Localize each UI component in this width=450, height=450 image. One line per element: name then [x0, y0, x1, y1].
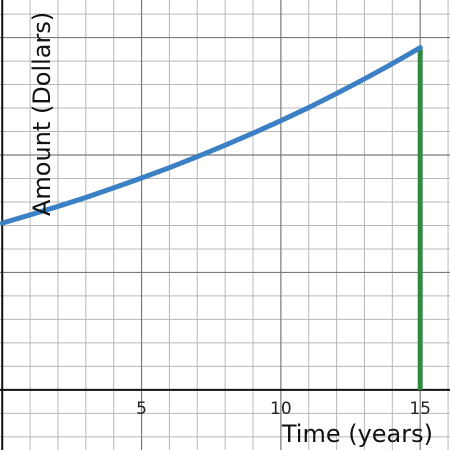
y-axis-title: Amount (Dollars): [28, 12, 56, 216]
x-axis-title: Time (years): [281, 420, 433, 448]
tick-labels: 05101551015: [0, 29, 431, 419]
series-line: [0, 45, 423, 226]
x-tick-label: 10: [270, 399, 292, 419]
series-layer: [0, 45, 423, 390]
x-tick-label: 5: [136, 399, 147, 419]
x-tick-label: 15: [409, 399, 431, 419]
